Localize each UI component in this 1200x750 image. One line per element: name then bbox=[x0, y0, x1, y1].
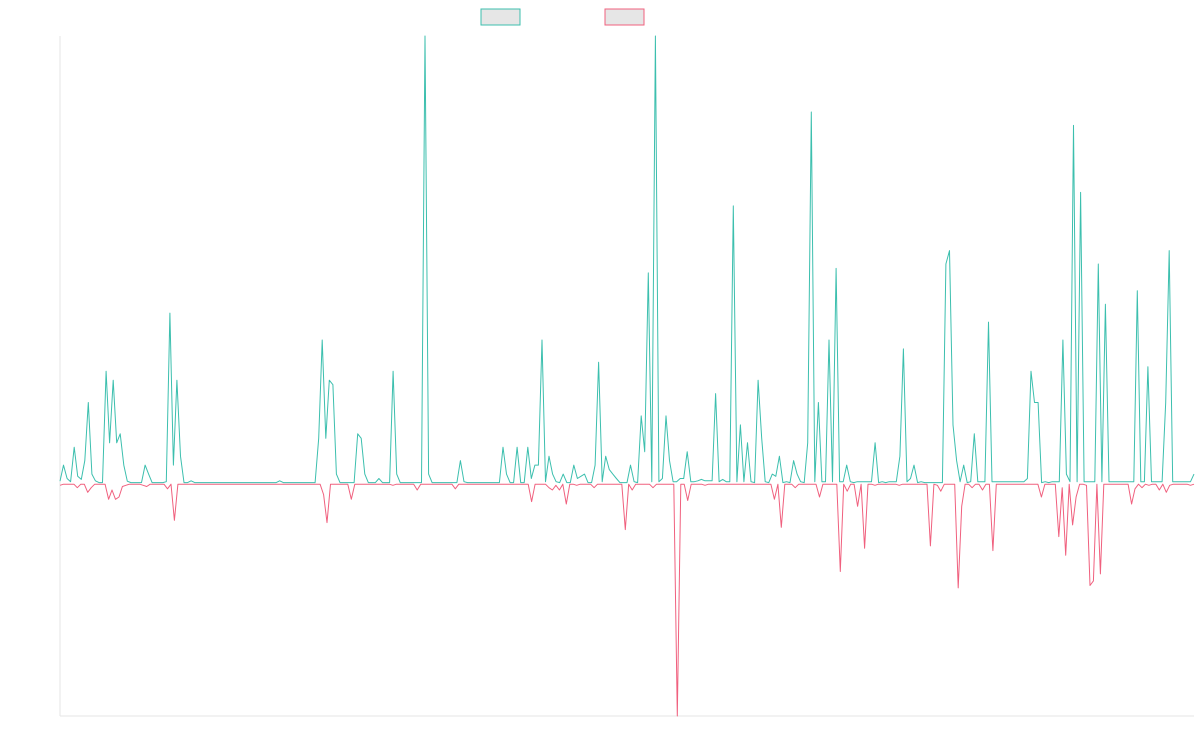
axes bbox=[59, 36, 1194, 717]
legend bbox=[480, 8, 645, 26]
legend-swatch-2[interactable] bbox=[604, 8, 645, 26]
legend-swatch-1[interactable] bbox=[480, 8, 521, 26]
series-group bbox=[59, 35, 1195, 717]
series-2-line bbox=[59, 483, 1195, 717]
series-1-line bbox=[59, 35, 1195, 484]
